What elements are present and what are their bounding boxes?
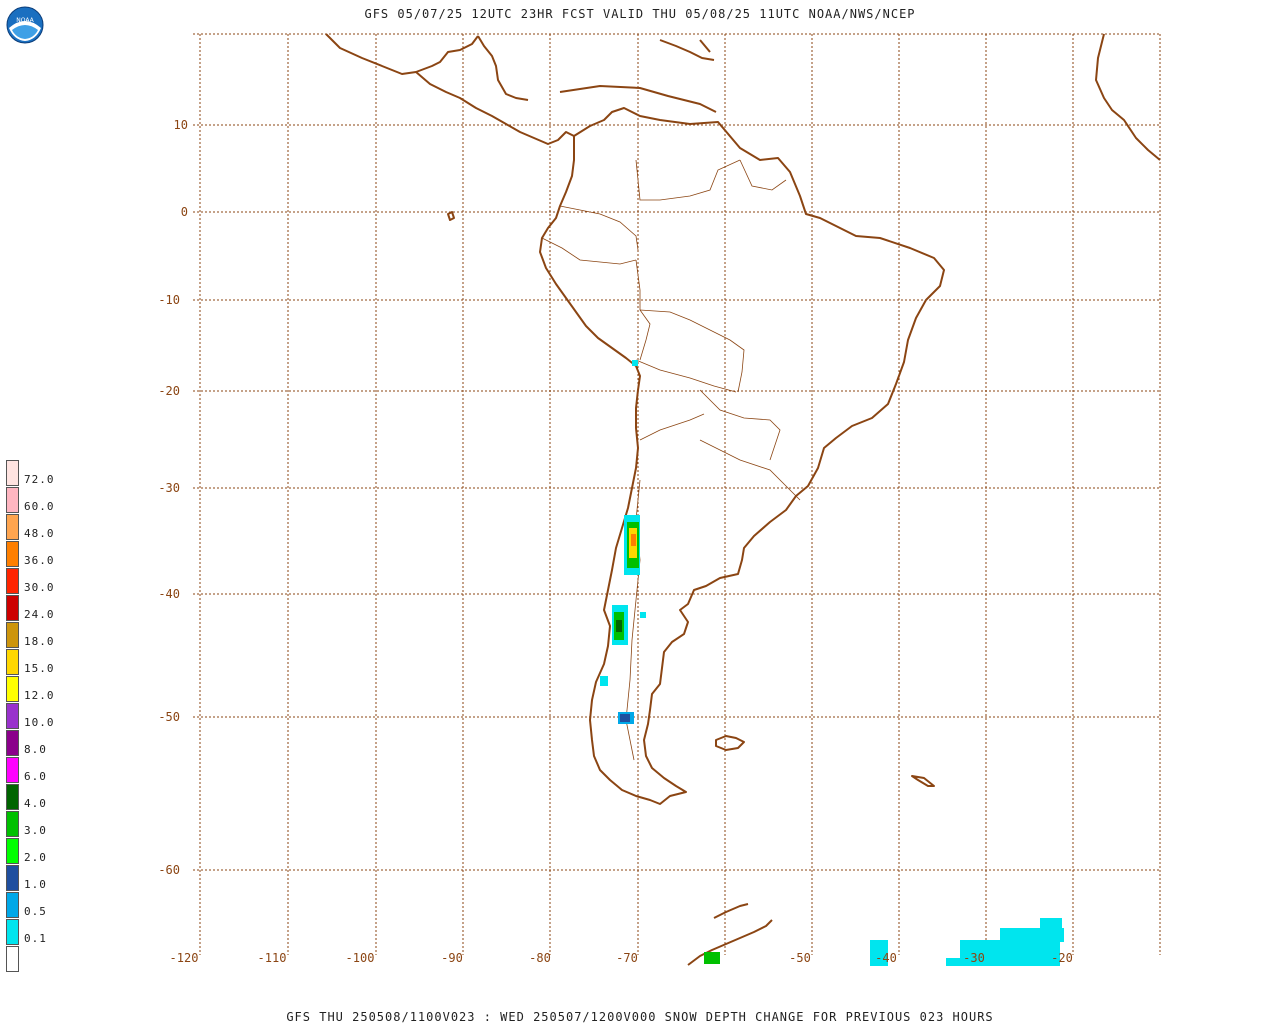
svg-text:NOAA: NOAA — [16, 17, 34, 24]
legend-label: 48.0 — [24, 527, 55, 540]
lon-label: -50 — [789, 951, 811, 965]
legend-label: 8.0 — [24, 743, 47, 756]
legend-label: 10.0 — [24, 716, 55, 729]
legend-label: 0.1 — [24, 932, 47, 945]
legend-swatch — [6, 676, 19, 702]
legend-label: 15.0 — [24, 662, 55, 675]
legend-label: 3.0 — [24, 824, 47, 837]
legend-label: 4.0 — [24, 797, 47, 810]
latitude-labels: 10 0 -10 -20 -30 -40 -50 -60 — [158, 118, 188, 877]
lat-label: -30 — [158, 481, 180, 495]
legend-swatch — [6, 514, 19, 540]
legend-swatch — [6, 946, 19, 972]
country-borders — [541, 159, 801, 761]
coastline — [325, 33, 1161, 966]
legend-swatch — [6, 838, 19, 864]
snow-depth-change-shading — [600, 360, 1064, 966]
map-caption: GFS THU 250508/1100V023 : WED 250507/120… — [286, 1010, 994, 1024]
legend-swatch — [6, 784, 19, 810]
lat-label: 10 — [174, 118, 188, 132]
legend-label: 6.0 — [24, 770, 47, 783]
lat-label: -60 — [158, 863, 180, 877]
legend-swatch — [6, 811, 19, 837]
legend-swatch — [6, 541, 19, 567]
legend-swatch — [6, 703, 19, 729]
legend-swatch — [6, 622, 19, 648]
legend-swatch — [6, 595, 19, 621]
legend-swatch — [6, 730, 19, 756]
noaa-logo-icon: NOAA — [6, 6, 44, 44]
map-title: GFS 05/07/25 12UTC 23HR FCST VALID THU 0… — [364, 7, 916, 21]
lon-label: -20 — [1051, 951, 1073, 965]
lon-label: -120 — [170, 951, 199, 965]
lat-label: -50 — [158, 710, 180, 724]
legend-swatch — [6, 757, 19, 783]
legend-swatch — [6, 865, 19, 891]
lat-label: -10 — [158, 293, 180, 307]
legend-swatch — [6, 460, 19, 486]
lon-label: -70 — [616, 951, 638, 965]
legend-label: 12.0 — [24, 689, 55, 702]
legend-swatch — [6, 487, 19, 513]
longitude-labels: -120 -110 -100 -90 -80 -70 -50 -40 -30 -… — [170, 951, 1073, 965]
lat-label: 0 — [181, 205, 188, 219]
legend-label: 72.0 — [24, 473, 55, 486]
legend-swatch — [6, 568, 19, 594]
lon-label: -90 — [441, 951, 463, 965]
lon-label: -100 — [346, 951, 375, 965]
legend-label: 60.0 — [24, 500, 55, 513]
legend-label: 1.0 — [24, 878, 47, 891]
legend-label: 30.0 — [24, 581, 55, 594]
lon-label: -80 — [529, 951, 551, 965]
legend-swatch — [6, 649, 19, 675]
legend-swatch — [6, 919, 19, 945]
legend-label: 24.0 — [24, 608, 55, 621]
legend-label: 0.5 — [24, 905, 47, 918]
legend-label: 18.0 — [24, 635, 55, 648]
lat-label: -40 — [158, 587, 180, 601]
legend-label: 36.0 — [24, 554, 55, 567]
lat-lon-grid — [193, 33, 1161, 955]
lat-label: -20 — [158, 384, 180, 398]
legend-label: 2.0 — [24, 851, 47, 864]
lon-label: -110 — [258, 951, 287, 965]
legend-swatch — [6, 892, 19, 918]
lon-label: -40 — [875, 951, 897, 965]
lon-label: -30 — [963, 951, 985, 965]
